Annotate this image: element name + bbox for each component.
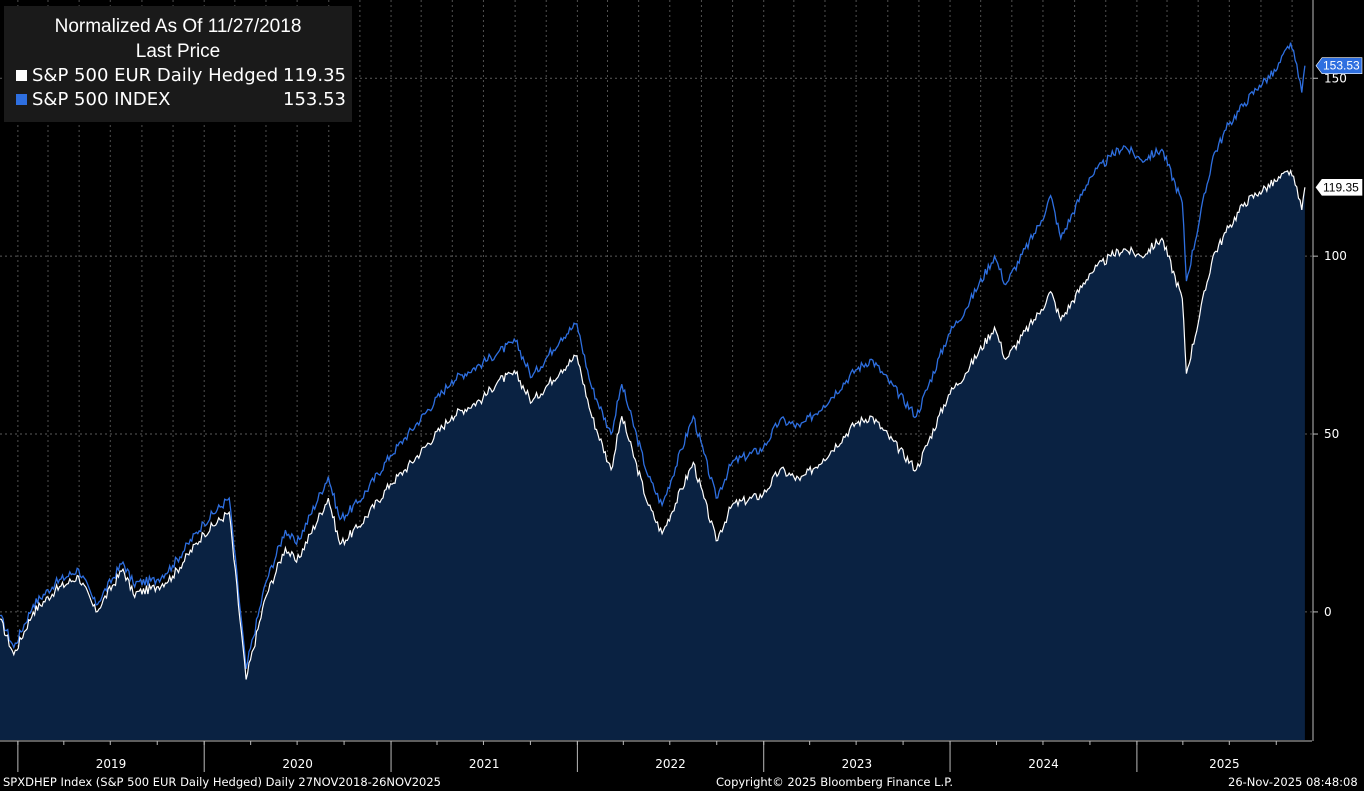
legend-subtitle: Last Price xyxy=(135,41,221,62)
legend: Normalized As Of 11/27/2018 Last Price S… xyxy=(4,6,352,122)
legend-entry-hedged: S&P 500 EUR Daily Hedged 119.35 xyxy=(16,64,346,88)
x-axis-tick-label: 2021 xyxy=(469,757,500,771)
legend-series-name: S&P 500 INDEX xyxy=(32,89,171,110)
legend-swatch-index xyxy=(16,94,27,105)
last-value-tag-shape xyxy=(1315,57,1363,75)
legend-entry-index: S&P 500 INDEX 153.53 xyxy=(16,88,346,112)
last-value-tag-label: 153.53 xyxy=(1323,59,1360,73)
x-axis-tick-label: 2022 xyxy=(655,757,686,771)
line-series-sp500-index xyxy=(0,42,1306,669)
line-layer xyxy=(0,42,1306,680)
last-value-tag-shape xyxy=(1315,179,1363,196)
last-value-tag-hedged: 119.35 xyxy=(1315,179,1363,196)
y-axis-tick-label: 0 xyxy=(1324,605,1332,619)
legend-swatch-hedged xyxy=(16,70,27,81)
area-layer xyxy=(0,170,1305,741)
footer-timestamp: 26-Nov-2025 08:48:08 xyxy=(1228,775,1358,789)
x-axis-tick-label: 2019 xyxy=(96,757,127,771)
y-axis-tick-label: 50 xyxy=(1324,427,1339,441)
area-hedged-series xyxy=(0,170,1305,741)
x-axis-tick-label: 2020 xyxy=(282,757,313,771)
legend-series-value: 153.53 xyxy=(283,89,346,110)
line-series-sp500-eur-hedged xyxy=(0,168,1306,680)
y-axis-tick-label: 150 xyxy=(1324,71,1347,85)
footer-security-description: SPXDHEP Index (S&P 500 EUR Daily Hedged)… xyxy=(3,775,441,789)
x-axis-tick-label: 2023 xyxy=(842,757,873,771)
x-axis-tick-label: 2024 xyxy=(1028,757,1059,771)
axes: 2019 2020 2021 2022 2023 2024 2025 0 50 100 150 xyxy=(0,0,1347,772)
legend-title: Normalized As Of 11/27/2018 xyxy=(54,16,302,37)
last-value-tag-label: 119.35 xyxy=(1323,180,1359,194)
footer-copyright: Copyright© 2025 Bloomberg Finance L.P. xyxy=(716,775,953,789)
legend-series-value: 119.35 xyxy=(283,65,346,86)
last-value-tag-index: 153.53 xyxy=(1315,57,1363,75)
last-value-tags: 153.53 119.35 xyxy=(1315,57,1363,196)
y-axis-tick-label: 100 xyxy=(1324,249,1347,263)
x-axis-tick-label: 2025 xyxy=(1209,757,1240,771)
legend-series-name: S&P 500 EUR Daily Hedged xyxy=(32,65,279,86)
